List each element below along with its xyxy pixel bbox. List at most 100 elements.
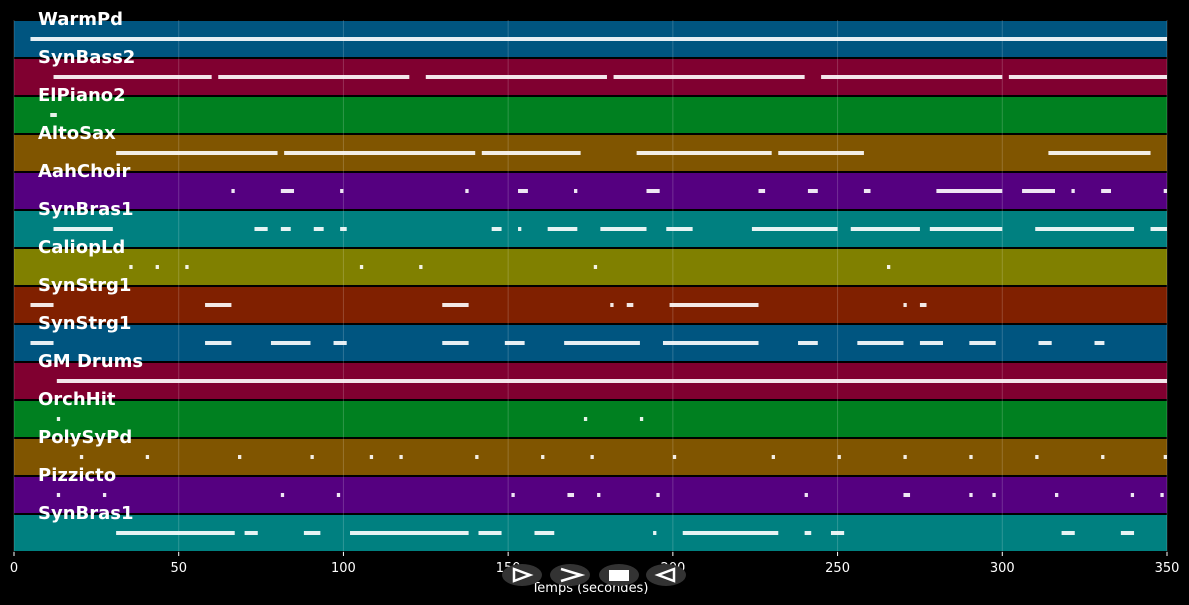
x-tick-label: 300 [990, 561, 1015, 576]
track-name: SynBras1 [38, 199, 134, 220]
note [30, 303, 54, 307]
note [284, 151, 476, 155]
track-name: OrchHit [38, 389, 116, 410]
x-tick-label: 0 [10, 561, 18, 576]
note [969, 455, 973, 459]
note [919, 303, 927, 307]
note [280, 493, 285, 497]
note [399, 455, 403, 459]
note [653, 531, 657, 535]
note [1071, 189, 1075, 193]
note [903, 303, 907, 307]
note [336, 493, 341, 497]
note [116, 151, 278, 155]
note [1022, 189, 1055, 193]
note [850, 227, 920, 231]
note [313, 227, 324, 231]
note [771, 455, 775, 459]
track-band [14, 97, 1167, 133]
note [1094, 341, 1105, 345]
track-band [14, 401, 1167, 437]
note [969, 341, 996, 345]
player-controls [502, 564, 686, 586]
note [1048, 151, 1151, 155]
rewind-button[interactable] [646, 564, 686, 586]
track-name: GM Drums [38, 351, 143, 372]
note [807, 189, 818, 193]
note [442, 303, 469, 307]
notes [30, 37, 1168, 535]
note [564, 341, 640, 345]
track-name: CaliopLd [38, 237, 125, 258]
note [145, 455, 150, 459]
play-button[interactable] [502, 564, 542, 586]
note [666, 227, 693, 231]
note [969, 493, 973, 497]
forward-button[interactable] [550, 564, 590, 586]
note [863, 189, 871, 193]
note [185, 265, 189, 269]
note [56, 379, 1168, 383]
note [804, 531, 812, 535]
note [129, 265, 133, 269]
note [359, 265, 364, 269]
note [1008, 75, 1167, 79]
note [662, 341, 759, 345]
note [1163, 455, 1167, 459]
note [903, 455, 907, 459]
note [56, 493, 61, 497]
note [610, 303, 614, 307]
note [333, 341, 347, 345]
note [636, 151, 772, 155]
note [369, 455, 374, 459]
note [53, 75, 212, 79]
note [340, 227, 347, 231]
note [30, 341, 54, 345]
x-tick-label: 250 [825, 561, 850, 576]
note [511, 493, 515, 497]
note [244, 531, 258, 535]
note [478, 531, 502, 535]
note [218, 75, 410, 79]
x-tick-label: 100 [331, 561, 356, 576]
note [518, 227, 522, 231]
note [475, 455, 479, 459]
note [600, 227, 647, 231]
track-band [14, 287, 1167, 323]
note [669, 303, 759, 307]
track-band [14, 477, 1167, 513]
note [205, 303, 232, 307]
note [1150, 227, 1167, 231]
note [53, 227, 113, 231]
note [547, 227, 578, 231]
note [1130, 493, 1135, 497]
note [821, 75, 1003, 79]
x-tick-label: 50 [170, 561, 187, 576]
note [778, 151, 864, 155]
note [656, 493, 660, 497]
note [992, 493, 996, 497]
note [102, 493, 107, 497]
stop-button[interactable] [599, 564, 639, 586]
note [350, 531, 469, 535]
note [310, 455, 314, 459]
track-name: SynBras1 [38, 503, 134, 524]
note [597, 493, 601, 497]
note [857, 341, 904, 345]
note [425, 75, 607, 79]
note [254, 227, 268, 231]
note [1101, 455, 1105, 459]
note [751, 227, 838, 231]
track-labels: WarmPd SynBass2 ElPiano2 AltoSax AahChoir Syn… [38, 9, 143, 524]
note [419, 265, 423, 269]
note [672, 455, 677, 459]
track-name: AahChoir [38, 161, 130, 182]
note [613, 75, 805, 79]
note [491, 227, 502, 231]
note [465, 189, 469, 193]
note [238, 455, 242, 459]
track-name: PolySyPd [38, 427, 132, 448]
note [919, 341, 943, 345]
note [804, 493, 808, 497]
